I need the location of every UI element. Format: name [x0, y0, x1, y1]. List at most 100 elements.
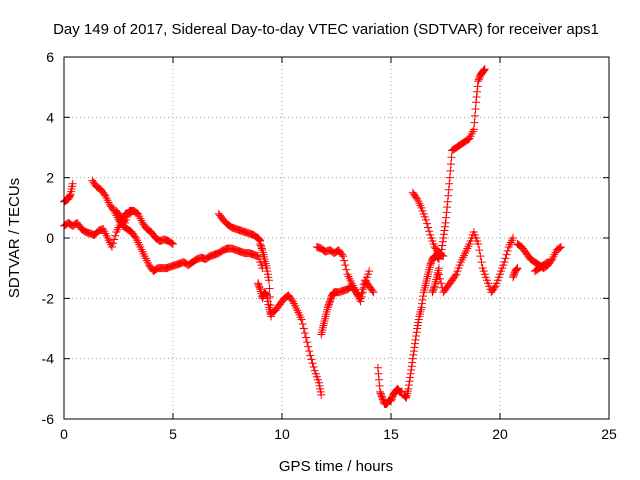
x-tick-label: 25	[601, 426, 617, 442]
data-point	[369, 288, 378, 297]
data-point	[446, 160, 455, 169]
data-point	[408, 358, 417, 367]
data-point	[260, 252, 269, 261]
x-tick-label: 0	[60, 426, 68, 442]
data-point	[415, 310, 424, 319]
y-axis-title: SDTVAR / TECUs	[6, 178, 23, 298]
x-tick-label: 10	[274, 426, 290, 442]
data-point	[322, 307, 331, 316]
data-point	[472, 98, 481, 107]
data-point	[473, 87, 482, 96]
data-point	[438, 237, 447, 246]
data-point	[319, 321, 328, 330]
data-point	[169, 240, 177, 249]
data-point	[472, 92, 481, 101]
data-point	[451, 271, 460, 280]
data-point	[424, 267, 433, 276]
data-point	[477, 258, 486, 267]
data-point	[443, 203, 452, 212]
data-point	[424, 223, 433, 232]
y-tick-label: -2	[42, 290, 55, 306]
data-point	[300, 329, 309, 338]
data-point	[444, 185, 453, 194]
data-point	[317, 328, 326, 337]
data-point	[266, 292, 275, 301]
data-point	[439, 234, 448, 242]
data-point	[408, 354, 417, 363]
x-tick-label: 15	[383, 426, 399, 442]
data-point	[425, 263, 434, 272]
data-point	[262, 261, 271, 270]
data-point	[502, 250, 511, 259]
data-point	[434, 266, 443, 275]
data-point	[261, 289, 270, 298]
data-point	[404, 384, 413, 393]
data-point	[422, 276, 431, 285]
data-point	[410, 343, 419, 352]
data-point	[422, 219, 431, 228]
data-point	[440, 226, 449, 235]
data-point	[446, 166, 455, 175]
data-point	[317, 330, 326, 339]
chart-title: Day 149 of 2017, Sidereal Day-to-day VTE…	[53, 21, 599, 38]
data-point	[422, 274, 431, 283]
data-point	[373, 363, 382, 372]
data-point	[439, 230, 448, 239]
data-point	[259, 250, 268, 259]
data-point	[405, 377, 414, 386]
data-point	[442, 208, 451, 217]
grid	[64, 57, 609, 419]
x-tick-label: 20	[492, 426, 508, 442]
data-point	[425, 227, 434, 236]
data-point	[412, 328, 421, 337]
data-point	[480, 65, 489, 74]
data-point	[418, 295, 427, 304]
data-point	[307, 355, 316, 364]
data-point	[407, 362, 416, 371]
data-point	[555, 243, 564, 252]
data-points	[60, 65, 566, 408]
data-point	[557, 243, 566, 252]
data-point	[421, 279, 430, 288]
data-point	[110, 235, 119, 244]
data-point	[411, 335, 420, 344]
data-point	[506, 238, 515, 247]
data-point	[322, 310, 331, 319]
data-point	[420, 286, 429, 295]
y-tick-label: -4	[42, 351, 55, 367]
data-point	[416, 305, 425, 314]
data-point	[424, 270, 433, 279]
y-tick-label: 6	[46, 49, 54, 65]
data-point	[65, 191, 74, 200]
data-point	[406, 369, 415, 378]
data-point	[423, 272, 432, 281]
data-point	[407, 365, 416, 374]
data-point	[470, 118, 479, 127]
data-point	[417, 303, 426, 312]
data-point	[375, 375, 384, 384]
data-point	[473, 82, 482, 91]
data-point	[476, 252, 485, 261]
data-point	[445, 173, 454, 182]
data-point	[306, 351, 315, 360]
data-point	[107, 243, 116, 252]
y-tick-label: 4	[46, 109, 54, 125]
data-point	[109, 239, 118, 248]
data-point	[339, 252, 348, 261]
data-point	[430, 283, 439, 292]
data-point	[421, 215, 430, 224]
data-point	[509, 234, 518, 242]
data-point	[255, 283, 264, 292]
data-point	[265, 284, 274, 293]
data-point	[445, 179, 454, 188]
data-point	[167, 239, 176, 248]
data-point	[317, 390, 326, 399]
data-point	[303, 338, 312, 347]
data-point	[437, 279, 446, 288]
data-point	[543, 258, 552, 267]
data-point	[501, 254, 510, 263]
data-point	[490, 283, 499, 292]
y-tick-label: 0	[46, 230, 54, 246]
x-tick-label: 5	[169, 426, 177, 442]
